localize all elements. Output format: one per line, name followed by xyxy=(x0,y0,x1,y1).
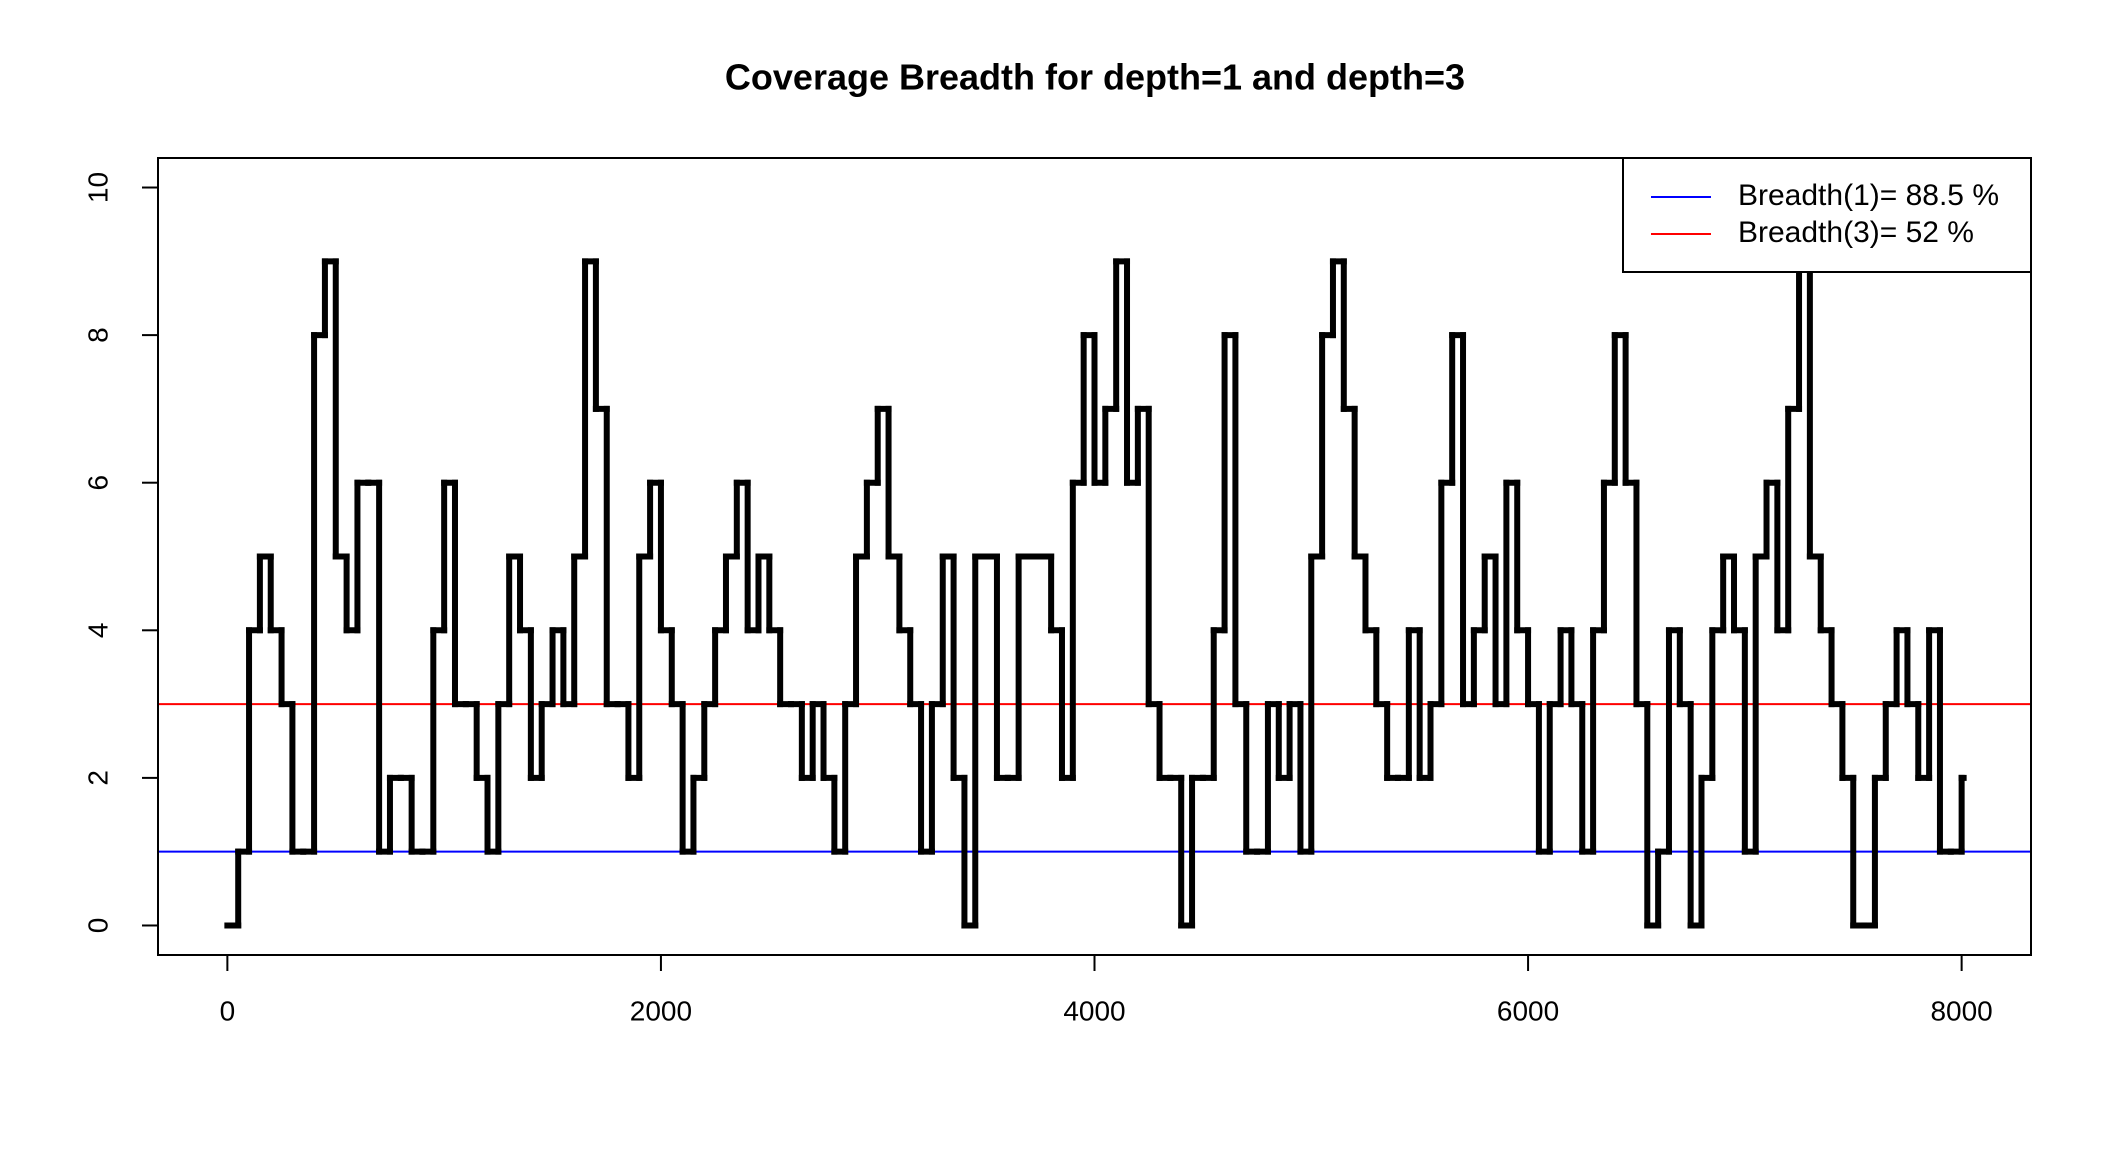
x-tick-label: 8000 xyxy=(1930,995,1992,1026)
x-tick-label: 0 xyxy=(220,995,236,1026)
x-tick-label: 6000 xyxy=(1497,995,1559,1026)
legend-box xyxy=(1622,157,2032,273)
y-tick-label: 0 xyxy=(82,918,113,934)
legend-label: Breadth(3)= 52 % xyxy=(1738,216,1974,249)
x-tick-label: 4000 xyxy=(1063,995,1125,1026)
chart-title: Coverage Breadth for depth=1 and depth=3 xyxy=(725,57,1465,98)
y-tick-label: 6 xyxy=(82,475,113,491)
x-tick-label: 2000 xyxy=(630,995,692,1026)
y-tick-label: 2 xyxy=(82,770,113,786)
y-tick-label: 10 xyxy=(82,172,113,203)
plot-frame xyxy=(157,157,2032,956)
legend-label: Breadth(1)= 88.5 % xyxy=(1738,179,1999,212)
y-tick-label: 8 xyxy=(82,327,113,343)
y-tick-label: 4 xyxy=(82,623,113,639)
